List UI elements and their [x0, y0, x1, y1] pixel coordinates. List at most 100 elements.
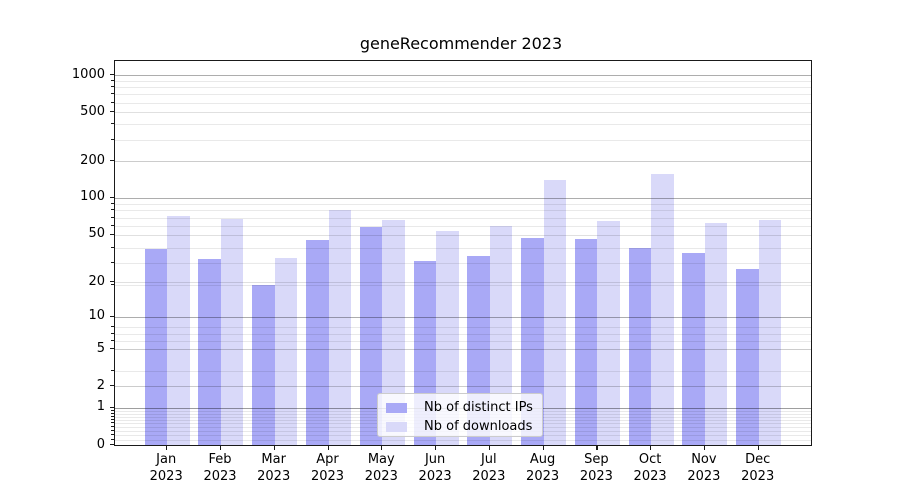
x-tick-mark: [650, 445, 652, 450]
y-minor-tick-mark: [111, 332, 114, 334]
y-minor-tick-mark: [111, 79, 114, 81]
gridline-sub: [114, 112, 811, 114]
legend-label-downloads: Nb of downloads: [424, 419, 533, 434]
y-tick-label: 200: [80, 152, 105, 168]
x-tick-mark: [596, 445, 598, 450]
bar-downloads: [328, 209, 351, 445]
y-minor-tick-mark: [111, 224, 114, 226]
bar-distinct-ips: [306, 240, 329, 445]
legend-label-distinct-ips: Nb of distinct IPs: [424, 400, 533, 415]
y-tick-label: 1000: [71, 66, 105, 82]
gridline-minor: [114, 225, 811, 227]
bar-distinct-ips: [628, 247, 652, 445]
y-tick-label: 10: [88, 308, 105, 324]
y-minor-tick-mark: [111, 385, 114, 387]
y-minor-tick-mark: [111, 415, 114, 417]
gridline-minor: [114, 102, 811, 104]
y-tick-label: 2: [96, 377, 105, 393]
gridline-minor: [114, 247, 811, 249]
y-minor-tick-mark: [111, 246, 114, 248]
x-tick-label: Nov 2023: [687, 452, 721, 484]
x-tick-label: Oct 2023: [633, 452, 667, 484]
x-tick-label: Feb 2023: [203, 452, 237, 484]
gridline-minor: [114, 333, 811, 335]
gridline-minor: [114, 94, 811, 96]
gridline-minor: [114, 161, 811, 163]
gridline-minor: [114, 340, 811, 342]
legend: Nb of distinct IPs Nb of downloads: [377, 393, 543, 437]
x-tick-mark: [381, 445, 383, 450]
y-tick-mark: [109, 315, 114, 317]
x-tick-mark: [542, 445, 544, 450]
y-tick-mark: [109, 196, 114, 199]
x-tick-mark: [220, 445, 222, 450]
bar-distinct-ips: [736, 268, 759, 445]
y-minor-tick-mark: [111, 426, 114, 428]
gridline-minor: [114, 327, 811, 329]
y-minor-tick-mark: [111, 216, 114, 218]
bar-downloads: [651, 174, 674, 445]
x-tick-label: Mar 2023: [257, 452, 291, 484]
y-tick-label: 20: [88, 273, 105, 289]
y-minor-tick-mark: [111, 412, 114, 414]
y-minor-tick-mark: [111, 261, 114, 264]
bar-downloads: [758, 219, 782, 445]
gridline-sub: [114, 234, 811, 236]
gridline-minor: [114, 204, 811, 205]
x-tick-mark: [327, 445, 329, 450]
y-minor-tick-mark: [111, 369, 114, 371]
gridline-minor: [114, 217, 811, 219]
bar-distinct-ips: [198, 259, 221, 445]
y-tick-label: 100: [80, 189, 105, 205]
gridline-sub: [114, 161, 811, 162]
gridline-major: [114, 75, 811, 76]
gridline-minor: [114, 80, 811, 82]
y-tick-mark: [109, 281, 114, 283]
bar-downloads: [704, 223, 728, 445]
legend-entry-distinct-ips: Nb of distinct IPs: [386, 400, 542, 416]
y-minor-tick-mark: [111, 418, 114, 420]
y-tick-mark: [109, 111, 114, 113]
y-minor-tick-mark: [111, 430, 114, 432]
legend-swatch-downloads: [386, 422, 407, 432]
x-tick-mark: [273, 445, 275, 450]
bar-distinct-ips: [574, 238, 598, 445]
y-tick-label: 0: [96, 436, 105, 452]
x-tick-label: Jan 2023: [149, 452, 183, 484]
bar-distinct-ips: [682, 253, 705, 445]
y-minor-tick-mark: [111, 86, 114, 88]
chart-title: geneRecommender 2023: [359, 34, 563, 53]
y-minor-tick-mark: [111, 434, 114, 436]
gridline-major: [114, 316, 811, 318]
y-minor-tick-mark: [111, 160, 114, 162]
x-tick-label: Apr 2023: [310, 452, 345, 484]
gridline-minor: [114, 139, 811, 141]
x-tick-label: May 2023: [364, 452, 398, 484]
y-minor-tick-mark: [111, 283, 114, 285]
y-tick-label: 5: [96, 340, 105, 356]
gridline-sub: [114, 282, 811, 283]
y-minor-tick-mark: [111, 209, 114, 211]
y-minor-tick-mark: [111, 203, 114, 205]
y-minor-tick-mark: [111, 93, 114, 95]
x-tick-mark: [435, 445, 437, 450]
gridline-minor: [114, 262, 811, 264]
y-minor-tick-mark: [111, 348, 114, 350]
gridline-sub: [114, 386, 811, 388]
y-minor-tick-mark: [111, 101, 114, 103]
gridline-minor: [114, 370, 811, 372]
bar-downloads: [436, 231, 459, 445]
x-tick-mark: [166, 445, 168, 450]
bar-distinct-ips: [144, 248, 168, 445]
gridline-major: [114, 197, 811, 199]
bar-distinct-ips: [252, 284, 275, 445]
legend-entry-downloads: Nb of downloads: [386, 419, 542, 435]
gridline-sub: [114, 349, 811, 351]
x-tick-label: Aug 2023: [526, 452, 560, 484]
plot-area: [113, 60, 812, 446]
gridline-minor: [114, 87, 811, 88]
y-tick-mark: [109, 444, 114, 446]
x-tick-label: Jul 2023: [472, 452, 506, 484]
x-tick-label: Sep 2023: [579, 452, 613, 484]
